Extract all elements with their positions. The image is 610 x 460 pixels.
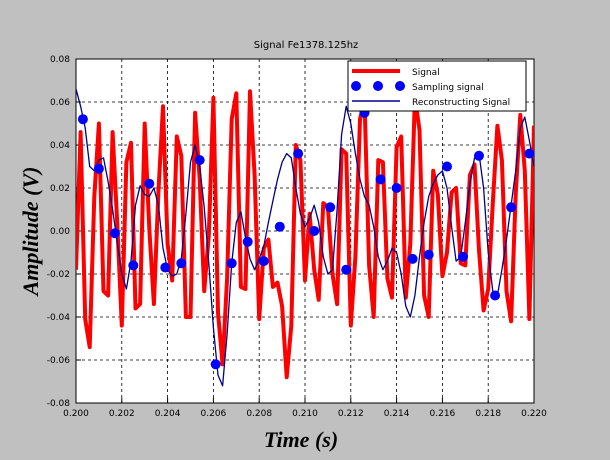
sampling-point [274,221,285,232]
x-axis-label: Time (s) [264,427,338,452]
y-tick-label: 0.06 [50,98,70,108]
sampling-point [458,251,468,262]
sampling-point [194,155,205,166]
sampling-point [309,226,320,236]
y-tick-label: -0.08 [47,399,71,409]
x-tick-label: 0.206 [201,409,227,419]
sampling-point [506,202,517,213]
legend-sampling-marker-2 [373,81,383,91]
sampling-point [210,359,221,370]
x-tick-label: 0.212 [338,409,364,419]
y-tick-label: 0.08 [50,55,70,65]
sampling-point [391,183,402,193]
x-tick-label: 0.214 [384,409,410,419]
sampling-point [258,256,269,267]
sampling-point [407,253,418,264]
x-tick-label: 0.220 [521,409,547,419]
sampling-point [128,260,139,271]
sampling-point [242,236,253,247]
axis-ticks: 0.200 0.202 0.204 0.206 0.208 0.210 0.212 0.214… [47,55,547,419]
y-tick-label: 0.04 [50,141,70,151]
series-signal-line [76,89,534,380]
series-reconstructing-signal-line [76,88,534,387]
y-tick-label: -0.04 [47,313,71,323]
sampling-point [226,258,237,269]
sampling-point [490,290,501,301]
sampling-point [77,114,88,125]
legend-sampling-label: Sampling signal [412,83,484,93]
x-tick-label: 0.218 [475,409,501,419]
y-tick-label: -0.02 [47,270,70,280]
sampling-point [176,258,187,269]
series-sampling-signal-markers [77,107,534,370]
sampling-point [442,161,452,172]
x-tick-label: 0.210 [292,409,318,419]
sampling-point [524,148,534,159]
x-tick-label: 0.216 [430,409,456,419]
x-tick-label: 0.200 [63,409,89,419]
sampling-point [341,264,352,275]
y-tick-label: 0.02 [50,184,70,194]
sampling-point [93,163,104,174]
legend-sampling-marker-3 [395,81,405,91]
x-tick-label: 0.202 [109,409,135,419]
y-tick-label: 0.00 [50,227,70,237]
x-tick-label: 0.208 [246,409,272,419]
legend: Signal Sampling signal Reconstructing Si… [347,60,527,112]
legend-signal-label: Signal [412,68,440,78]
legend-sampling-marker-1 [351,81,361,91]
sampling-point [375,174,386,185]
x-tick-label: 0.204 [155,409,181,419]
sampling-point [293,148,304,159]
sampling-point [474,150,484,161]
y-tick-label: -0.06 [47,356,71,366]
y-axis-label: Amplitude (V) [18,167,43,298]
sampling-point [423,249,434,260]
sampling-point [325,202,336,213]
chart-title: Signal Fe1378.125hz [254,40,359,51]
legend-reconstructing-label: Reconstructing Signal [412,98,510,108]
sampling-point [160,262,171,273]
sampling-point [109,228,120,239]
sampling-point [144,178,155,189]
